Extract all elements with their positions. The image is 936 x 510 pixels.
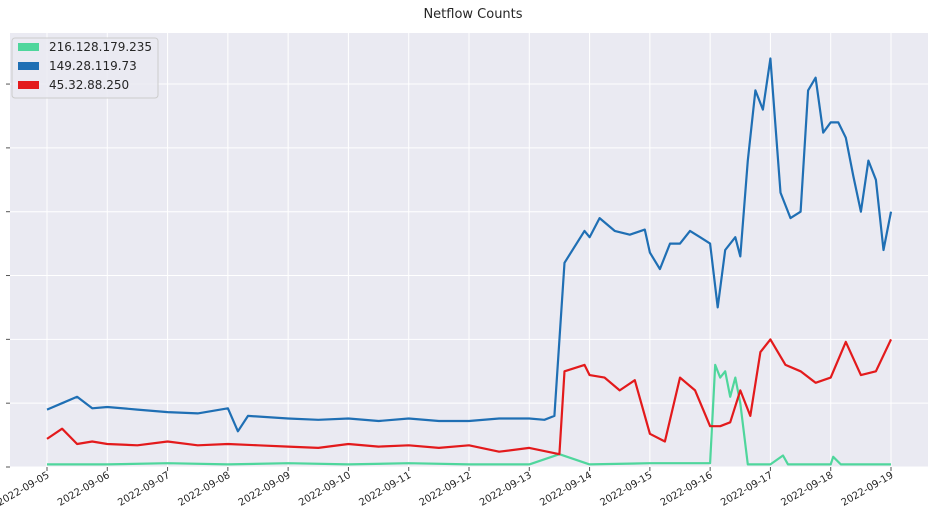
legend-swatch-0 (18, 43, 39, 51)
x-tick-label: 2022-09-19 (840, 470, 896, 509)
series-line-1 (46, 57, 893, 433)
chart-title: Netflow Counts (423, 7, 522, 22)
x-tick-label: 2022-09-16 (659, 470, 715, 509)
x-tick-label: 2022-09-15 (599, 470, 655, 509)
x-tick-label: 2022-09-07 (116, 470, 172, 509)
x-tick-label: 2022-09-08 (177, 470, 233, 509)
legend-swatch-1 (18, 62, 39, 70)
x-tick-label: 2022-09-05 (0, 470, 52, 509)
x-tick-label: 2022-09-09 (237, 470, 293, 509)
legend-label-0: 216.128.179.235 (49, 40, 152, 54)
series-line-0 (47, 363, 891, 466)
legend-box (11, 37, 159, 99)
x-tick-label: 2022-09-13 (478, 470, 534, 509)
grid (10, 33, 928, 468)
series-layer (46, 57, 893, 466)
series-line-2 (46, 338, 892, 456)
x-tick-label: 2022-09-11 (357, 470, 413, 509)
legend: 216.128.179.235 149.28.119.73 45.32.88.250 (11, 37, 159, 99)
x-tick-label: 2022-09-06 (56, 470, 112, 509)
legend-swatch-2 (18, 81, 39, 89)
x-tick-label: 2022-09-17 (719, 470, 775, 509)
x-tick-label: 2022-09-14 (538, 470, 594, 509)
x-tick-label: 2022-09-10 (297, 470, 353, 509)
legend-label-2: 45.32.88.250 (49, 78, 129, 92)
x-tick-label: 2022-09-18 (779, 470, 835, 509)
x-tick-label: 2022-09-12 (418, 470, 474, 509)
legend-label-1: 149.28.119.73 (49, 59, 137, 73)
